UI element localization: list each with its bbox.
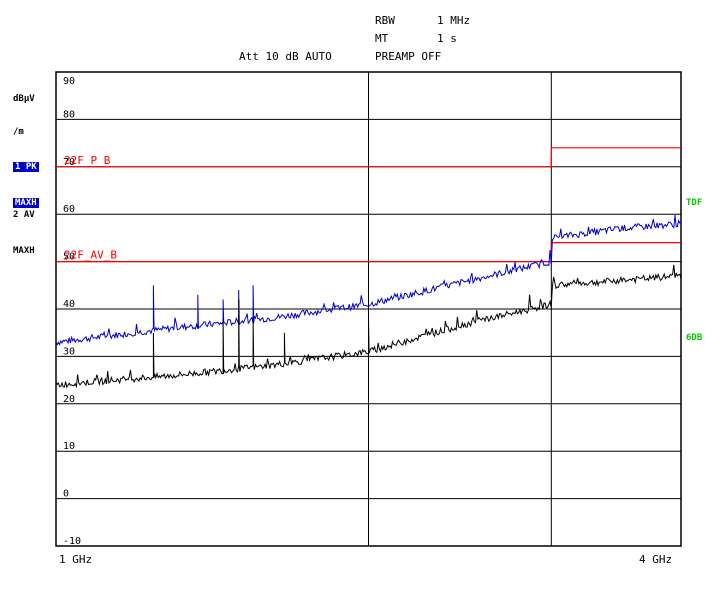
rbw-value: 1 MHz	[437, 14, 471, 27]
limit-label-1: 22F_P_B	[64, 154, 111, 167]
y-tick-labels: 90 80 70 60 50 40 30 20 10 0 -10	[63, 76, 81, 547]
mt-label: MT	[375, 32, 389, 45]
limit-lines: 22F_P_B 22F_AV_B	[56, 147, 681, 263]
trace-1-line	[55, 214, 682, 346]
y-tick--10: -10	[63, 536, 81, 547]
y-tick-10: 10	[63, 441, 75, 452]
trace2-detector: MAXH	[13, 246, 35, 256]
limit-line-2	[56, 242, 681, 263]
trace1-mode: 1 PK	[13, 162, 39, 172]
trace1-indicator[interactable]: 1 PK MAXH	[13, 140, 39, 220]
traces	[55, 214, 682, 389]
tdf-label: TDF	[686, 198, 703, 208]
unit-line1: dBµV	[13, 94, 35, 104]
preamp-label: PREAMP OFF	[375, 50, 442, 63]
unit-label: dBµV /m	[13, 72, 35, 149]
attenuation-label: Att 10 dB AUTO	[239, 50, 332, 63]
y-tick-90: 90	[63, 76, 75, 87]
x-end-label: 4 GHz	[639, 553, 673, 566]
y-tick-40: 40	[63, 299, 75, 310]
trace1-detector: MAXH	[13, 198, 39, 208]
mt-value: 1 s	[437, 32, 457, 45]
trace-2-line	[55, 264, 682, 389]
y-tick-30: 30	[63, 346, 75, 357]
y-tick-60: 60	[63, 204, 75, 215]
y-tick-50: 50	[63, 252, 75, 263]
rbw-label: RBW	[375, 14, 395, 27]
trace2-indicator[interactable]: 2 AV MAXH	[13, 188, 35, 268]
y-tick-0: 0	[63, 489, 69, 500]
unit-line2: /m	[13, 127, 24, 137]
y-tick-80: 80	[63, 109, 75, 120]
trace2-mode: 2 AV	[13, 210, 35, 220]
x-start-label: 1 GHz	[59, 553, 93, 566]
y-tick-20: 20	[63, 394, 75, 405]
limit-line-1	[56, 147, 681, 168]
limit-label-2: 22F_AV_B	[64, 249, 117, 262]
y-tick-70: 70	[63, 157, 75, 168]
grid	[56, 72, 681, 546]
6db-label: 6DB	[686, 333, 703, 343]
